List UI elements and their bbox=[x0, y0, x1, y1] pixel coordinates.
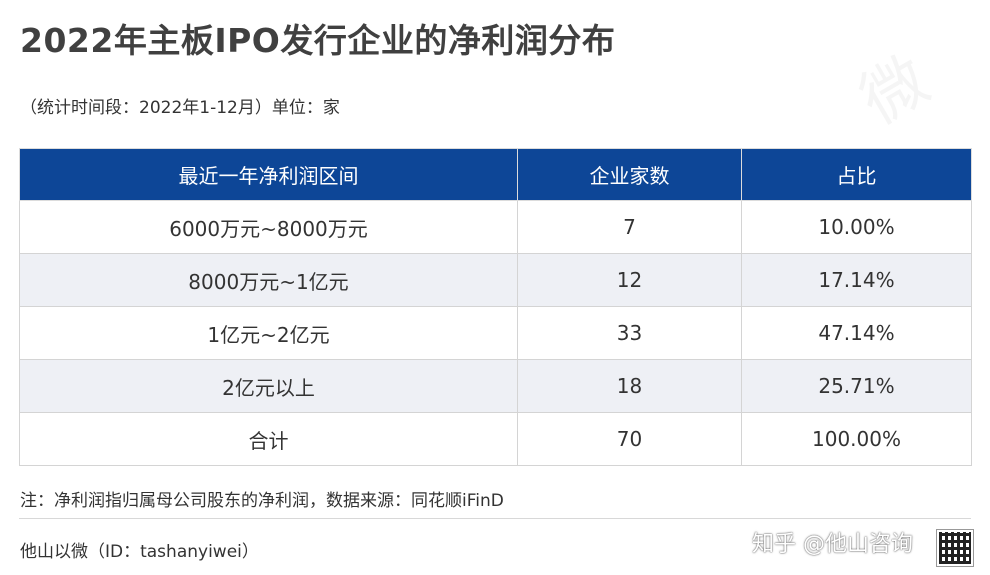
table-total-row: 合计 70 100.00% bbox=[19, 412, 972, 466]
table-row: 8000万元~1亿元 12 17.14% bbox=[19, 253, 972, 307]
qr-code-icon bbox=[937, 530, 973, 566]
brand-footer: 他山以微（ID：tashanyiwei） bbox=[20, 542, 259, 562]
source-note: 注：净利润指归属母公司股东的净利润，数据来源：同花顺iFinD bbox=[20, 491, 504, 511]
column-header-company-count: 企业家数 bbox=[517, 148, 742, 201]
profit-range-cell: 1亿元~2亿元 bbox=[19, 306, 518, 360]
table-row: 6000万元~8000万元 7 10.00% bbox=[19, 200, 972, 254]
profit-distribution-table: 最近一年净利润区间 企业家数 占比 6000万元~8000万元 7 10.00%… bbox=[19, 148, 972, 466]
column-header-profit-range: 最近一年净利润区间 bbox=[19, 148, 518, 201]
subtitle: （统计时间段：2022年1-12月）单位：家 bbox=[20, 98, 340, 118]
profit-range-cell: 8000万元~1亿元 bbox=[19, 253, 518, 307]
share-cell: 10.00% bbox=[741, 200, 972, 254]
footer-divider bbox=[19, 518, 971, 519]
share-cell: 25.71% bbox=[741, 359, 972, 413]
watermark-glyph: 微 bbox=[841, 30, 942, 142]
profit-range-cell: 2亿元以上 bbox=[19, 359, 518, 413]
total-count-cell: 70 bbox=[517, 412, 742, 466]
company-count-cell: 33 bbox=[517, 306, 742, 360]
table-row: 2亿元以上 18 25.71% bbox=[19, 359, 972, 413]
table-row: 1亿元~2亿元 33 47.14% bbox=[19, 306, 972, 360]
total-label-cell: 合计 bbox=[19, 412, 518, 466]
company-count-cell: 12 bbox=[517, 253, 742, 307]
company-count-cell: 18 bbox=[517, 359, 742, 413]
zhihu-watermark: 知乎 @他山咨询 bbox=[752, 532, 913, 557]
share-cell: 47.14% bbox=[741, 306, 972, 360]
table-header-row: 最近一年净利润区间 企业家数 占比 bbox=[19, 148, 972, 201]
profit-range-cell: 6000万元~8000万元 bbox=[19, 200, 518, 254]
company-count-cell: 7 bbox=[517, 200, 742, 254]
share-cell: 17.14% bbox=[741, 253, 972, 307]
total-share-cell: 100.00% bbox=[741, 412, 972, 466]
column-header-share: 占比 bbox=[741, 148, 972, 201]
page-title: 2022年主板IPO发行企业的净利润分布 bbox=[20, 21, 616, 60]
